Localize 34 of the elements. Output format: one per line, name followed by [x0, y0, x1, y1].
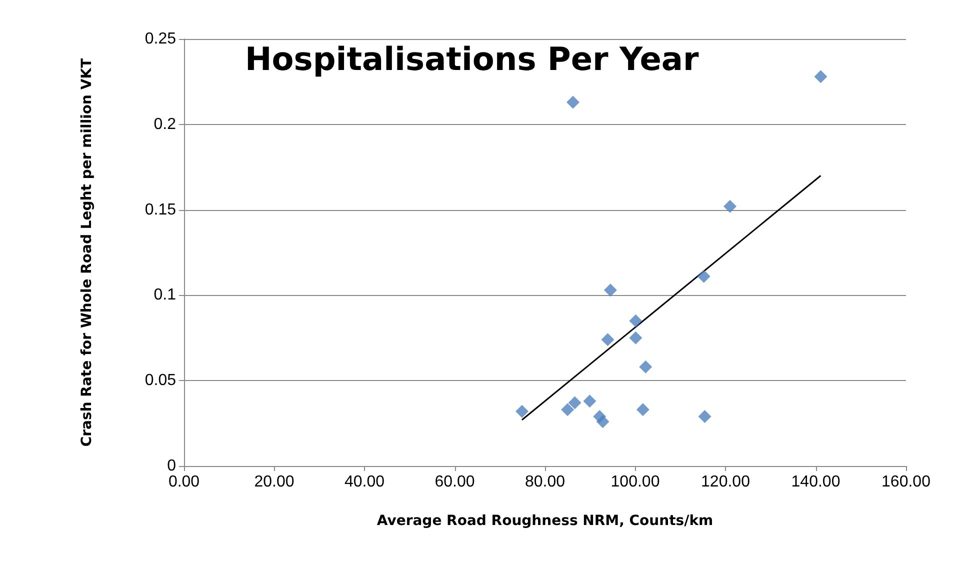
point [629, 314, 642, 328]
y-tick-label: 0.05 [144, 372, 176, 390]
x-tick-label: 60.00 [434, 474, 475, 490]
x-tick-label: 140.00 [791, 474, 840, 490]
point [568, 396, 582, 410]
point [596, 415, 610, 428]
x-tick-label: 40.00 [344, 474, 385, 490]
point [604, 284, 617, 297]
y-axis-title: Crash Rate for Whole Road Leght per million VKT [79, 58, 95, 447]
point [639, 360, 652, 374]
y-tick-label: 0.15 [144, 201, 176, 218]
point [561, 403, 574, 416]
x-tick-label: 0.00 [168, 474, 200, 490]
x-tick-label: 120.00 [701, 474, 750, 490]
point [629, 331, 642, 344]
point [697, 270, 710, 283]
x-axis-title: Average Road Roughness NRM, Counts/km [376, 513, 714, 529]
point [636, 403, 650, 416]
x-tick-label: 160.00 [882, 474, 931, 490]
y-tick-label: 0 [167, 458, 176, 474]
point [724, 200, 737, 213]
point [814, 70, 828, 84]
y-tick-label: 0.2 [154, 116, 176, 133]
x-tick-label: 80.00 [524, 474, 566, 490]
point [698, 410, 712, 423]
y-tick-label: 0.25 [144, 30, 176, 48]
chart-title: Hospitalisations Per Year [245, 40, 699, 78]
x-tick-label: 20.00 [254, 474, 294, 490]
y-tick-label: 0.1 [154, 286, 176, 304]
point [601, 333, 614, 346]
point [515, 404, 528, 418]
point [566, 96, 580, 109]
x-tick-label: 100.00 [610, 474, 660, 490]
point [583, 394, 596, 408]
